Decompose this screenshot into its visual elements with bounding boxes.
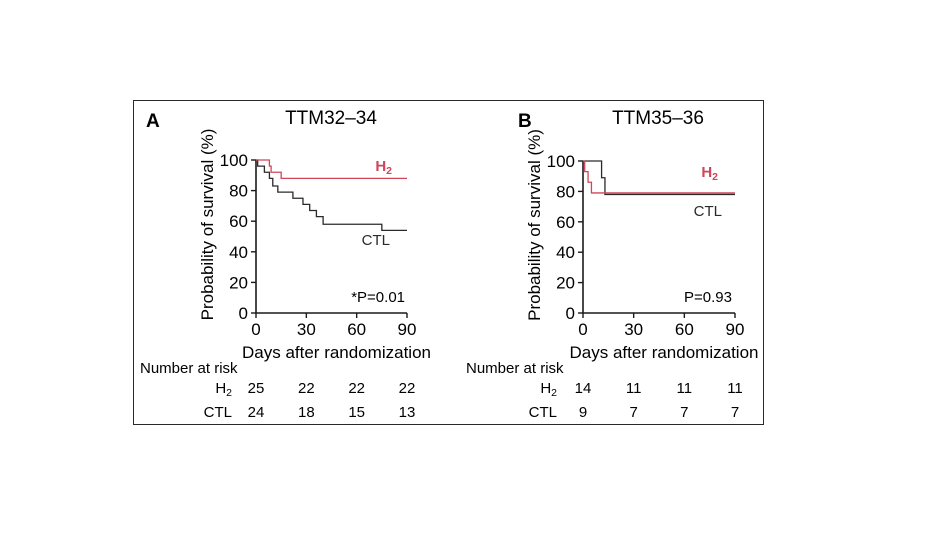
panel-a-x-tick-label: 90 bbox=[398, 320, 417, 339]
panel-a-y-tick-label: 0 bbox=[239, 304, 248, 323]
panel-b-x-tick-label: 30 bbox=[624, 320, 643, 339]
panel-a-risk-row-label: H2 bbox=[215, 380, 232, 399]
panel-b-y-tick-label: 40 bbox=[556, 243, 575, 262]
panel-a-label: A bbox=[146, 111, 160, 132]
panel-b-y-tick-label: 100 bbox=[547, 152, 575, 171]
panel-a-series-h2-line bbox=[256, 159, 407, 180]
panel-b-legend-h2: H2 bbox=[701, 164, 718, 183]
panel-a-risk-value: 22 bbox=[298, 380, 315, 397]
panel-b-series-ctl-line bbox=[583, 160, 735, 196]
panel-b-risk-value: 11 bbox=[727, 380, 743, 397]
panel-b-y-tick-label: 0 bbox=[566, 304, 575, 323]
panel-b-y-tick-label: 20 bbox=[556, 274, 575, 293]
panel-b-risk-value: 7 bbox=[629, 404, 637, 421]
panel-a-x-axis-label: Days after randomization bbox=[242, 343, 431, 362]
panel-b-risk-value: 11 bbox=[626, 380, 642, 397]
panel-b-x-axis-label: Days after randomization bbox=[570, 343, 759, 362]
panel-a-legend-h2: H2 bbox=[375, 158, 392, 177]
panel-a-risk-value: 22 bbox=[348, 380, 365, 397]
panel-a-title: TTM32–34 bbox=[285, 108, 377, 129]
panel-a-series-ctl-line bbox=[256, 159, 407, 232]
panel-b-x-tick-label: 90 bbox=[726, 320, 745, 339]
panel-a-risk-value: 15 bbox=[348, 404, 365, 421]
panel-b-risk-value: 7 bbox=[680, 404, 688, 421]
panel-b-y-tick-label: 60 bbox=[556, 213, 575, 232]
panel-a-risk-value: 25 bbox=[248, 380, 265, 397]
panel-a-x-tick-label: 60 bbox=[347, 320, 366, 339]
figure-frame bbox=[133, 100, 764, 425]
panel-a-risk-title: Number at risk bbox=[140, 360, 238, 377]
panel-b-legend-ctl: CTL bbox=[694, 203, 722, 220]
panel-b-y-axis-label: Probability of survival (%) bbox=[525, 129, 544, 321]
panel-a-y-tick-label: 80 bbox=[229, 182, 248, 201]
panel-a-risk-value: 13 bbox=[399, 404, 416, 421]
panel-b-series-h2-line bbox=[583, 160, 735, 194]
panel-b-risk-value: 14 bbox=[575, 380, 592, 397]
panel-a-x-tick-label: 0 bbox=[251, 320, 260, 339]
panel-a-risk-value: 18 bbox=[298, 404, 315, 421]
panel-b-risk-row-label: CTL bbox=[529, 404, 557, 421]
panel-a-legend-ctl: CTL bbox=[362, 232, 390, 249]
panel-b-title: TTM35–36 bbox=[612, 108, 704, 129]
panel-b-risk-value: 9 bbox=[579, 404, 587, 421]
panel-a-risk-value: 24 bbox=[248, 404, 265, 421]
panel-a-risk-row-label: CTL bbox=[204, 404, 232, 421]
panel-b-p-value: P=0.93 bbox=[684, 289, 732, 306]
panel-b-x-tick-label: 0 bbox=[578, 320, 587, 339]
panel-b-risk-title: Number at risk bbox=[466, 360, 564, 377]
panel-b-x-tick-label: 60 bbox=[675, 320, 694, 339]
panel-b-y-tick-label: 80 bbox=[556, 182, 575, 201]
panel-b-risk-value: 11 bbox=[677, 380, 693, 397]
panel-a-x-tick-label: 30 bbox=[297, 320, 316, 339]
panel-b-label: B bbox=[518, 111, 532, 132]
panel-a-y-axis-label: Probability of survival (%) bbox=[198, 129, 217, 321]
panel-a-y-tick-label: 40 bbox=[229, 243, 248, 262]
panel-a-y-tick-label: 60 bbox=[229, 212, 248, 231]
panel-a-risk-value: 22 bbox=[399, 380, 416, 397]
panel-a-y-tick-label: 20 bbox=[229, 273, 248, 292]
panel-a-p-value: *P=0.01 bbox=[351, 289, 405, 306]
panel-b-risk-value: 7 bbox=[731, 404, 739, 421]
panel-b-risk-row-label: H2 bbox=[540, 380, 557, 399]
panel-a-y-tick-label: 100 bbox=[220, 151, 248, 170]
